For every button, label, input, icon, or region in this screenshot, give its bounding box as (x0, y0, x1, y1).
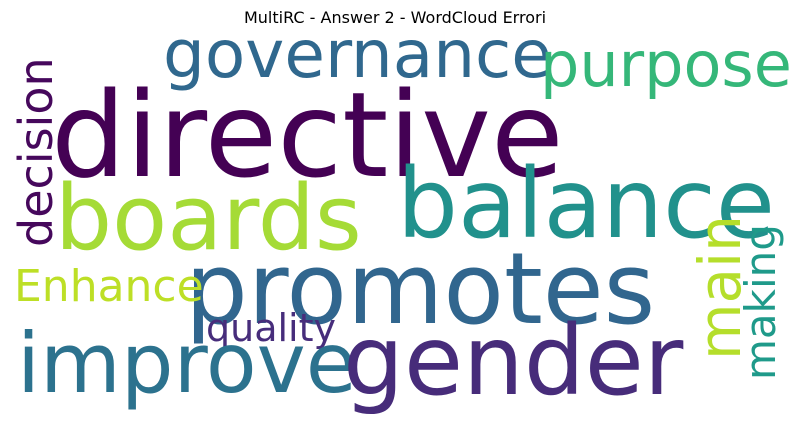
word-governance: governance (163, 16, 552, 93)
word-directive: directive (51, 66, 564, 204)
chart-title: MultiRC - Answer 2 - WordCloud Errori (243, 8, 547, 27)
word-promotes: promotes (185, 232, 656, 347)
word-boards: boards (55, 166, 362, 271)
word-enhance: Enhance (14, 261, 204, 312)
word-purpose: purpose (540, 28, 790, 101)
word-gender: gender (343, 305, 684, 417)
word-balance: balance (397, 148, 775, 260)
word-quality: quality (206, 306, 336, 350)
word-cloud: directive governance purpose decision bo… (9, 22, 790, 418)
word-improve: improve (17, 315, 357, 412)
word-making: making (736, 224, 785, 380)
word-decision: decision (9, 57, 63, 247)
